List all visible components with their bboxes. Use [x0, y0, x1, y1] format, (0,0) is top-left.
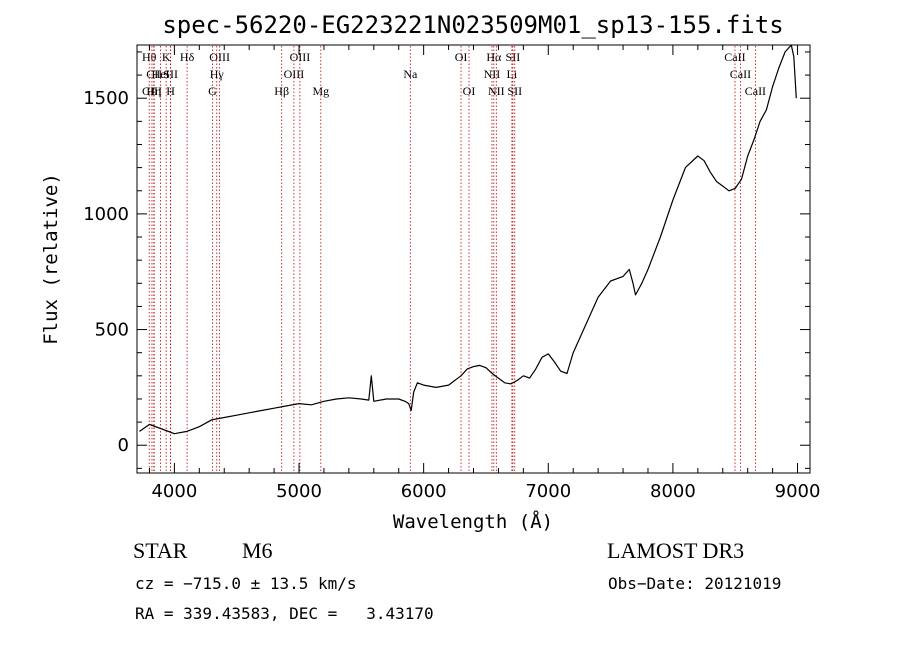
series-line-flux — [139, 44, 797, 435]
axis-ticks: 4000 5000 6000 7000 8000 9000 0 500 1000 1500 — [83, 45, 820, 502]
x-tick-label: 9000 — [775, 481, 821, 502]
line-marker-label: Mg — [312, 84, 329, 98]
line-marker-label: CaII — [724, 50, 745, 64]
line-marker-label: OI — [455, 50, 468, 64]
line-marker-label: OIII — [290, 50, 311, 64]
line-marker-label: HeI — [152, 67, 170, 81]
y-tick-label: 1000 — [83, 204, 129, 225]
line-marker-label: CaII — [745, 84, 766, 98]
line-marker-label: G — [208, 84, 217, 98]
observation-date: Obs−Date: 20121019 — [608, 574, 782, 593]
y-axis-label: Flux (relative) — [40, 173, 62, 345]
line-marker-label: Hθ — [142, 50, 157, 64]
line-marker-label: H — [166, 84, 175, 98]
y-tick-label: 0 — [118, 435, 129, 456]
line-marker-label: NII — [488, 84, 505, 98]
line-marker-label: Hα — [486, 50, 502, 64]
line-marker-label: Hδ — [180, 50, 195, 64]
line-marker-label: SII — [507, 84, 522, 98]
line-marker-label: SII — [506, 50, 521, 64]
x-tick-label: 6000 — [401, 481, 447, 502]
x-tick-label: 5000 — [276, 481, 322, 502]
line-marker-label: NII — [484, 67, 501, 81]
line-marker-label: Hβ — [274, 84, 289, 98]
line-marker-label: Hη — [146, 84, 161, 98]
line-marker-label: OIII — [209, 50, 230, 64]
coordinates: RA = 339.43583, DEC = 3.43170 — [135, 604, 434, 623]
y-tick-label: 500 — [95, 320, 129, 341]
line-marker-label: OI — [463, 84, 476, 98]
line-marker-label: Na — [403, 67, 418, 81]
redshift-value: cz = −715.0 ± 13.5 km/s — [135, 574, 357, 593]
line-marker-label: OIII — [284, 67, 305, 81]
survey-name: LAMOST DR3 — [607, 538, 745, 563]
x-tick-label: 8000 — [650, 481, 696, 502]
object-subclass: M6 — [242, 538, 273, 563]
plot-frame — [136, 44, 811, 474]
x-axis-label: Wavelength (Å) — [393, 510, 553, 533]
x-tick-label: 4000 — [151, 481, 197, 502]
line-marker-label: CIII — [142, 84, 162, 98]
line-marker-label: Li — [507, 67, 518, 81]
x-tick-label: 7000 — [525, 481, 571, 502]
flux-series — [139, 44, 797, 435]
y-tick-label: 1500 — [83, 88, 129, 109]
chart-title: spec-56220-EG223221N023509M01_sp13-155.f… — [162, 11, 783, 39]
line-marker-label: CaII — [730, 67, 751, 81]
object-class: STAR — [133, 538, 188, 563]
line-marker-label: K — [162, 50, 171, 64]
line-marker-label: Hγ — [210, 67, 225, 81]
